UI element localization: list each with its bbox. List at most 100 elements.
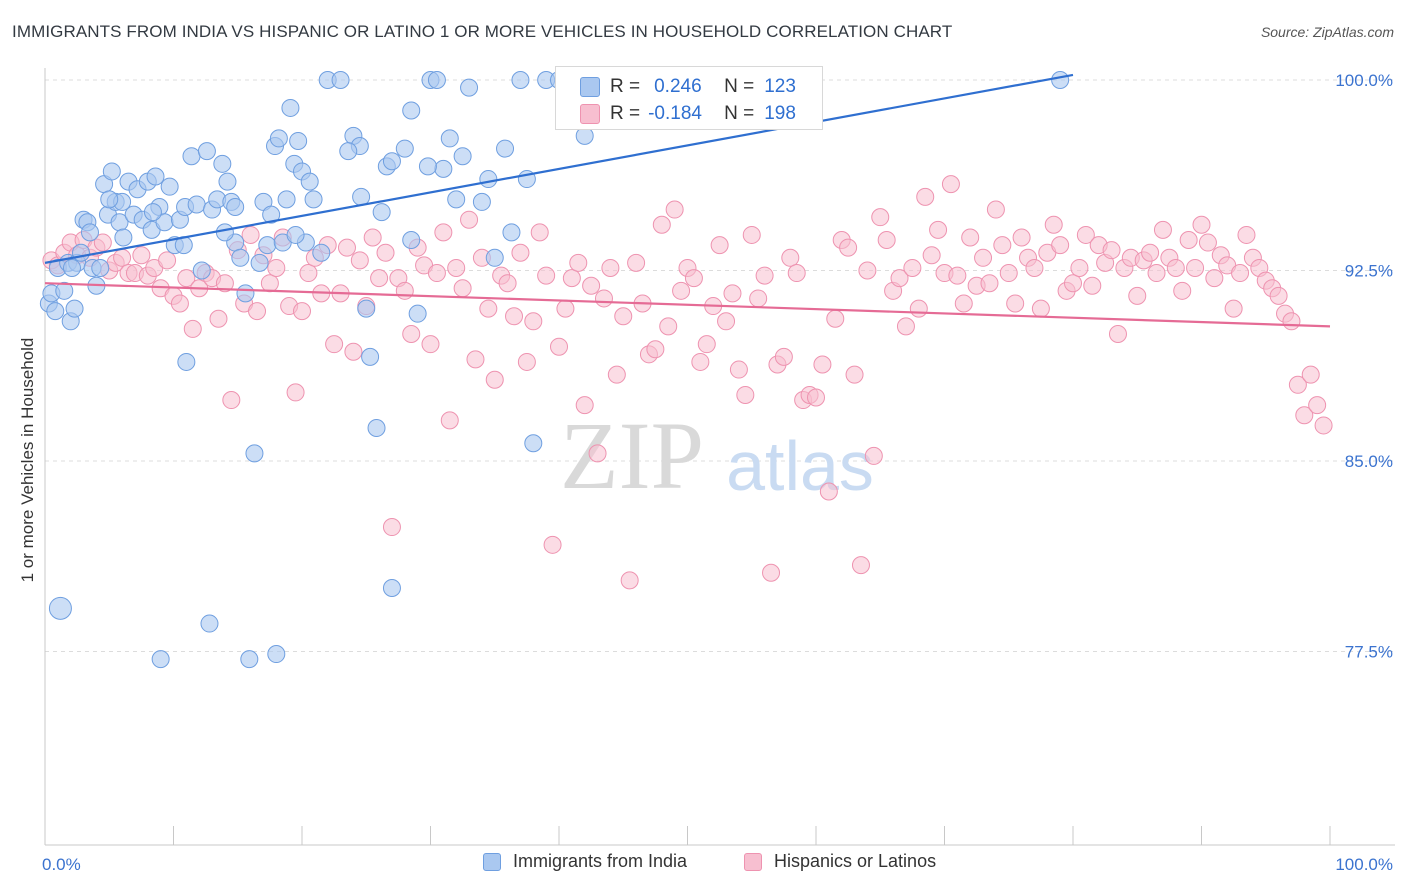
india-point (143, 203, 162, 222)
hispanic-point (999, 264, 1018, 283)
hispanic-point (260, 274, 279, 293)
hispanic-point (293, 302, 311, 321)
india-point (231, 248, 250, 267)
india-point (372, 203, 391, 222)
hispanic-point (665, 200, 684, 219)
hispanic-point (453, 279, 472, 298)
india-point (267, 645, 286, 664)
hispanic-point (1076, 225, 1095, 244)
watermark: ZIP atlas (560, 402, 874, 509)
hispanic-point (344, 342, 363, 361)
india-point (177, 352, 196, 371)
india-point (286, 225, 305, 244)
hispanic-point (1051, 236, 1070, 255)
india-point (55, 281, 74, 300)
hispanic-point (158, 251, 177, 270)
india-point (281, 98, 300, 117)
hispanic-point (1044, 215, 1063, 234)
hispanic-point (729, 360, 748, 379)
hispanic-point (672, 281, 691, 300)
india-point (485, 248, 504, 267)
hispanic-point (1198, 233, 1217, 252)
india-point (382, 579, 401, 597)
hispanic-point (382, 518, 401, 537)
india-point (71, 243, 90, 262)
hispanic-point (929, 220, 948, 239)
india-point (240, 650, 259, 669)
series-hispanics-points (42, 175, 1333, 590)
india-point (402, 101, 421, 120)
india-point (502, 223, 521, 242)
hispanic-point (215, 274, 234, 293)
hispanic-point (460, 210, 479, 229)
india-point (250, 253, 269, 272)
grid-lines (45, 79, 1395, 652)
india-point (215, 223, 234, 242)
hispanic-point (614, 307, 633, 326)
india-point (151, 650, 170, 669)
india-point (200, 614, 219, 633)
hispanic-legend-swatch (744, 852, 762, 871)
r-label: R = (610, 76, 641, 97)
hispanic-point (954, 294, 973, 313)
hispanic-point (980, 274, 999, 293)
india-point (262, 205, 281, 224)
hispanic-point (1147, 264, 1166, 283)
y-tick-label: 85.0% (1345, 452, 1393, 471)
hispanic-point (620, 571, 639, 590)
hispanic-point (183, 319, 202, 338)
legend-item-india: Immigrants from India (483, 851, 687, 872)
bottom-legend: Immigrants from India Hispanics or Latin… (0, 851, 1406, 879)
india-point (62, 258, 81, 277)
hispanic-point (170, 294, 189, 313)
india-point (427, 71, 446, 89)
hispanic-point (749, 289, 768, 308)
hispanic-point (1301, 365, 1320, 384)
hispanic-point (736, 385, 755, 404)
hispanic-point (1166, 258, 1185, 277)
hispanic-point (941, 175, 960, 194)
hispanic-point (1314, 416, 1333, 435)
hispanic-point (1205, 269, 1224, 288)
hispanic-point (209, 309, 228, 328)
hispanic-point (575, 396, 594, 415)
source-label: Source: ZipAtlas.com (1260, 24, 1394, 40)
hispanic-point (787, 264, 806, 283)
hispanic-point (427, 264, 446, 283)
hispanic-point (132, 246, 151, 265)
hispanic-point (819, 482, 838, 501)
hispanic-point (582, 276, 601, 295)
india-point (511, 71, 530, 89)
hispanic-point (909, 299, 928, 318)
hispanic-point (248, 302, 267, 321)
india-point (472, 192, 491, 211)
hispanic-point (434, 223, 453, 242)
hispanic-point (839, 238, 858, 257)
india-point (440, 129, 459, 148)
india-point (352, 187, 371, 206)
india-point (357, 299, 376, 318)
hispanic-point (350, 251, 369, 270)
hispanic-point (877, 231, 896, 250)
india-swatch (580, 77, 600, 97)
hispanic-point (1012, 228, 1031, 247)
hispanic-point (1231, 264, 1250, 283)
india-point (182, 147, 201, 166)
india-point (258, 236, 277, 255)
india-point (382, 152, 401, 171)
chart-title: IMMIGRANTS FROM INDIA VS HISPANIC OR LAT… (12, 22, 953, 41)
hispanic-point (241, 225, 260, 244)
hispanic-point (1237, 225, 1256, 244)
hispanic-point (1031, 299, 1050, 318)
x-tick-label-start: 0.0% (42, 855, 81, 874)
hispanic-point (1282, 312, 1301, 331)
india-point (300, 172, 319, 191)
hispanic-point (325, 335, 344, 354)
hispanic-swatch (580, 104, 600, 124)
hispanic-point (479, 299, 498, 318)
hispanic-point (922, 246, 941, 265)
hispanic-point (1173, 281, 1192, 300)
hispanic-point (684, 269, 703, 288)
hispanic-point (537, 266, 556, 285)
india-point (524, 434, 543, 453)
